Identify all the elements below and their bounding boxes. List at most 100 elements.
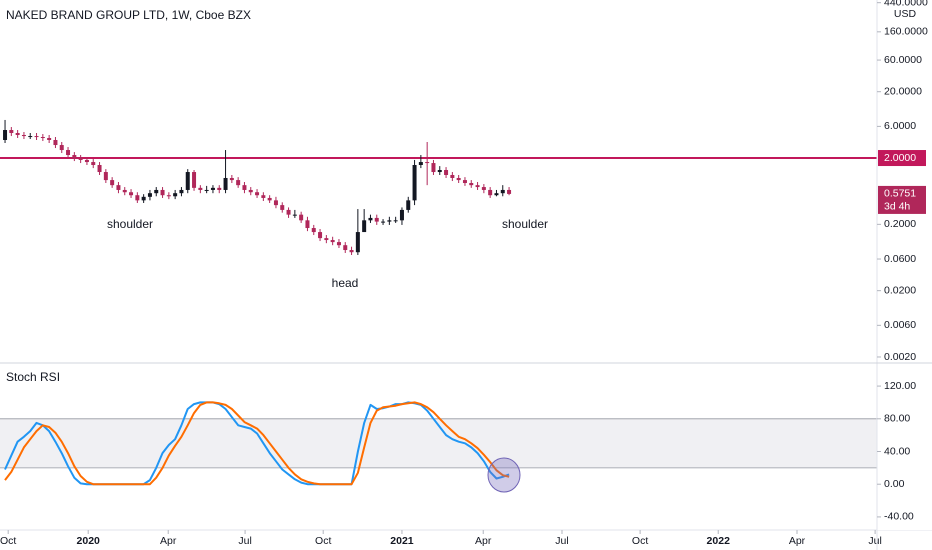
candle-body [21,134,26,137]
y-tick-label: 60.0000 [884,54,922,66]
x-tick-label: Apr [789,535,806,547]
candle-body [349,250,354,253]
candle-body [34,136,39,138]
candle-body [198,187,203,190]
candle-body [84,159,89,163]
candle-body [166,195,171,197]
x-tick-label: Oct [0,535,16,547]
candle-body [343,245,348,251]
candle-body [91,162,96,165]
candle-body [507,189,512,194]
candle-body [462,180,467,184]
candle-body [129,192,134,196]
candle-body [110,180,115,186]
candle-body [412,164,417,201]
candle-body [40,137,45,139]
currency-label: USD [894,8,917,20]
candle-body [204,189,209,191]
candle-body [242,185,247,190]
candle-body [330,240,335,243]
y-tick-label: -40.00 [884,511,914,523]
candle-body [336,242,341,246]
candle-body [381,221,386,223]
x-tick-label: Jul [868,535,881,547]
y-tick-label: 80.00 [884,413,910,425]
candle-body [488,189,493,196]
candle-body [362,220,367,233]
candle-body [437,169,442,173]
countdown-label: 3d 4h [884,201,910,213]
annotation: shoulder [107,217,153,231]
y-tick-label: 0.0060 [884,319,916,331]
band-fill [0,418,877,468]
candle-body [368,217,373,221]
candle-body [280,205,285,210]
candle-body [72,155,77,159]
candle-body [66,150,71,156]
candle-body [286,209,291,215]
candle-body [103,172,108,181]
y-tick-label: 40.00 [884,445,910,457]
plot-area [0,119,877,486]
candle-body [469,183,474,186]
candle-body [47,137,52,141]
candle-body [3,130,8,140]
candle-body [223,177,228,190]
candle-body [147,193,152,197]
candle-body [273,200,278,206]
stoch-line [4,401,510,486]
candle-body [53,140,58,146]
candle-body [324,238,329,241]
candle-body [481,187,486,190]
time-axis: Oct 2020 Apr Jul Oct 2021 Apr Jul Oct 2022 Apr Jul [0,529,932,547]
candle-body [292,214,297,216]
candle-body [116,185,121,190]
candle-body [236,180,241,186]
candle-body [78,158,83,160]
candle-body [318,232,323,239]
candle-body [59,145,64,151]
y-tick-label: 160.0000 [884,26,928,38]
candle-body [494,193,499,196]
candle-body [387,220,392,222]
price-label-bg [878,150,926,167]
candle-body [374,217,379,222]
highlight-circle [487,457,521,493]
candle-body [173,193,178,197]
x-tick-label: Apr [160,535,177,547]
y-tick-label: 120.00 [884,380,916,392]
x-tick-label: 2021 [390,535,414,547]
candle-body [444,169,449,175]
candle-body [185,172,190,190]
last-price-label: 0.5751 [884,188,916,200]
annotation: shoulder [502,217,548,231]
stoch-line [4,401,510,486]
candle-body [431,163,436,173]
y-tick-label: 0.0020 [884,351,916,363]
y-tick-label: 20.0000 [884,85,922,97]
candle-body [154,189,159,194]
x-tick-label: Oct [315,535,331,547]
x-tick-label: Oct [632,535,648,547]
candle-body [135,195,140,201]
candle-body [475,185,480,188]
candle-body [28,136,33,138]
x-tick-label: 2022 [707,535,731,547]
annotation: head [332,276,359,290]
candle-body [406,200,411,210]
candle-body [160,189,165,196]
candle-body [399,209,404,221]
candle-body [355,232,360,253]
indicator-title: Stoch RSI [6,370,60,384]
candle-body [261,195,266,198]
candle-body [9,130,14,133]
candle-body [299,214,304,221]
price-axis-bg [877,0,932,530]
candle-body [305,220,310,229]
candle-body [456,177,461,181]
price-label: 2.0000 [884,152,916,164]
candle-body [179,189,184,194]
candle-body [122,189,127,193]
candle-body [210,187,215,190]
